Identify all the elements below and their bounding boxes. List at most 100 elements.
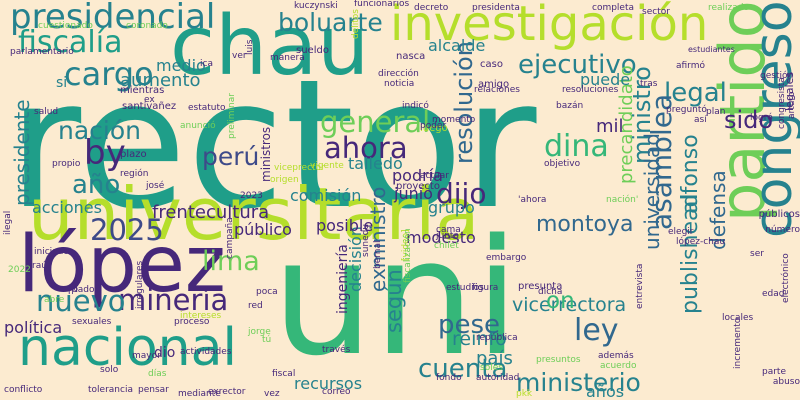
cloud-word: pese [438,310,501,340]
cloud-word: raúl [32,261,50,271]
cloud-word: montoya [536,212,634,237]
cloud-word: nación' [606,195,639,205]
cloud-word: ica [200,59,213,69]
cloud-word: santivañez [122,101,177,112]
cloud-word: completa [592,3,635,13]
cloud-word: bazán [556,101,584,111]
cloud-word: jorge [248,327,271,337]
cloud-word: afirmó [676,61,705,71]
cloud-word: locales [722,313,754,323]
cloud-word: presunta [518,281,563,292]
cloud-word: acuerdo [600,361,637,371]
cloud-word: ley [574,313,619,348]
cloud-word: rector [8,41,537,248]
cloud-word: coronado [126,21,168,31]
cloud-word: iniciado [34,247,69,257]
cloud-word: junio [394,184,433,203]
cloud-word: puede [580,70,631,89]
cloud-word: solo [100,365,119,375]
cloud-word: plan [706,107,726,117]
cloud-word: cargo [64,55,154,93]
cloud-word: dijo [436,177,487,210]
cloud-word: ministerio [516,368,641,397]
cloud-word: fondo [436,373,462,383]
cloud-word: josé [146,181,165,191]
cloud-word: través [322,345,351,355]
cloud-word: autoridad [476,373,520,383]
cloud-word: público [234,220,292,239]
cloud-word: edad [762,289,785,299]
cloud-word: lópez-chau [676,237,726,247]
cloud-word: número [765,225,800,235]
cloud-word: figura [472,283,499,293]
cloud-word: resoluciones [562,85,619,95]
cloud-word: on [546,288,575,314]
cloud-word: república [476,333,518,343]
cloud-word: irregulares [135,260,145,309]
cloud-word: decreto [414,3,449,13]
cloud-word: podría [392,166,443,185]
cloud-word: posible [316,216,374,235]
cloud-word: mediante [178,389,221,399]
cloud-word: 2022 [8,265,31,275]
cloud-word: 2025 [90,213,164,247]
cloud-word: política [4,318,63,337]
cloud-word: nasca [396,51,426,62]
cloud-word: ex [144,95,155,105]
cloud-word: by [84,133,126,173]
cloud-word: conflicto [4,385,43,395]
cloud-word: reinfo [452,328,507,350]
cloud-word: sexuales [72,317,112,327]
cloud-word: parlamentario [10,47,74,57]
cloud-word: resolución [450,41,478,164]
cloud-word: lima [202,246,260,277]
cloud-word: exministro [366,186,390,292]
cloud-word: chau [170,0,370,94]
cloud-word: estatuto [188,103,226,113]
cloud-word: parte [762,367,786,377]
cloud-word: abuso [772,377,800,387]
cloud-word: actividades [180,347,232,357]
cloud-word: entrevista [635,263,645,309]
cloud-word: viceprector [274,163,325,173]
cloud-word: ejecutivo [518,50,637,80]
cloud-word: vicerrectora [512,294,627,316]
cloud-word: ilegal [3,210,13,235]
cloud-word: mayor [132,351,161,361]
cloud-word: talledo [348,154,403,173]
cloud-word: año [72,170,121,200]
cloud-word: general [320,105,431,139]
cloud-word: públicos [758,209,800,220]
cloud-word: chilet [434,241,459,251]
cloud-word: abre [44,295,65,305]
cloud-word: funcionarios [354,0,410,9]
cloud-word: delitos [351,9,361,39]
cloud-word: anunció [180,121,216,131]
cloud-word: luis [245,39,255,55]
cloud-word: vez [264,389,280,399]
cloud-word: plazo [120,149,147,160]
cloud-word: 2023 [240,191,263,201]
cloud-word: realizado [708,3,750,13]
cloud-word: legal [664,78,727,108]
cloud-word: tras [640,79,658,89]
cloud-word: nuevo [36,284,126,318]
cloud-word: objetivo [544,159,581,169]
cloud-word: estudiantes [688,45,735,54]
cloud-word: preguntó [666,105,707,115]
cloud-word: presidente [10,99,34,206]
cloud-word: sueldo [296,45,329,56]
cloud-word: dicha [538,287,563,297]
cloud-word: amigo [478,79,510,90]
cloud-word: relaciones [474,85,520,95]
cloud-word: junta [436,231,459,241]
cloud-word: vigente [310,161,344,171]
cloud-word: perú [202,142,260,171]
cloud-word: dio [154,345,176,361]
cloud-word: dina [544,129,609,164]
cloud-word: recursos [294,374,363,393]
cloud-word: si [56,75,68,91]
cloud-word: días [148,369,167,379]
cloud-word: arturo [787,91,797,119]
